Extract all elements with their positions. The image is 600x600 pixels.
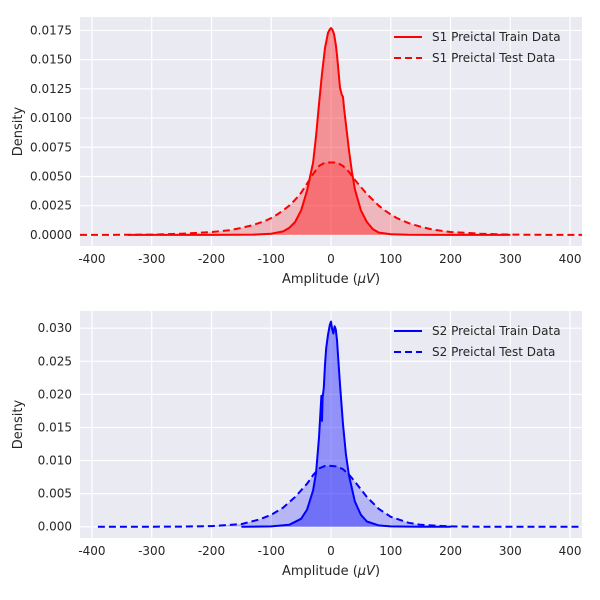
legend-label: S1 Preictal Test Data (432, 51, 555, 65)
train-density-line (241, 320, 451, 528)
top-x-tick-label: 0 (327, 252, 335, 266)
bottom-legend: S2 Preictal Train Data S2 Preictal Test D… (394, 324, 561, 359)
bottom-y-axis-label: Density (11, 399, 26, 449)
bottom-x-axis-label: Amplitude (μV) (282, 564, 380, 579)
bottom-x-tick-label: 0 (327, 544, 335, 558)
bottom-x-tick-label: 100 (379, 544, 402, 558)
top-density-lines (79, 27, 582, 236)
bottom-x-tick-label: -100 (258, 544, 285, 558)
bottom-y-tick-labels: 0.000 0.005 0.010 0.015 0.020 0.025 0.030 (38, 321, 72, 534)
bottom-x-tick-label: 400 (559, 544, 582, 558)
bottom-x-tick-label: -300 (138, 544, 165, 558)
test-density-fill (80, 162, 582, 235)
top-y-tick-label: 0.0100 (30, 111, 72, 125)
bottom-x-tick-label: -400 (78, 544, 105, 558)
top-x-tick-label: -400 (78, 252, 105, 266)
top-x-tick-label: -200 (198, 252, 225, 266)
bottom-x-tick-label: 200 (439, 544, 462, 558)
top-x-tick-labels: -400 -300 -200 -100 0 100 200 300 400 (78, 252, 581, 266)
bottom-y-tick-label: 0.010 (38, 454, 72, 468)
bottom-y-tick-label: 0.015 (38, 420, 72, 434)
bottom-y-tick-label: 0.025 (38, 354, 72, 368)
bottom-x-tick-labels: -400 -300 -200 -100 0 100 200 300 400 (78, 544, 581, 558)
top-y-axis-label: Density (11, 106, 26, 156)
top-legend: S1 Preictal Train Data S1 Preictal Test D… (394, 30, 561, 65)
top-x-tick-label: 300 (499, 252, 522, 266)
top-y-tick-label: 0.0125 (30, 82, 72, 96)
top-y-tick-label: 0.0050 (30, 169, 72, 183)
top-y-tick-label: 0.0175 (30, 23, 72, 37)
bottom-y-tick-label: 0.030 (38, 321, 72, 335)
bottom-chart-s2: -400 -300 -200 -100 0 100 200 300 400 0.000 0.005… (11, 311, 583, 579)
top-y-tick-label: 0.0000 (30, 228, 72, 242)
top-y-tick-label: 0.0025 (30, 199, 72, 213)
train-density-line (127, 27, 511, 236)
bottom-x-tick-label: 300 (499, 544, 522, 558)
top-x-tick-label: -300 (138, 252, 165, 266)
top-y-tick-labels: 0.0000 0.0025 0.0050 0.0075 0.0100 0.0125 0.01… (30, 23, 72, 241)
top-x-axis-label: Amplitude (μV) (282, 272, 380, 287)
top-x-tick-label: 100 (379, 252, 402, 266)
bottom-x-tick-label: -200 (198, 544, 225, 558)
train-density-fill (127, 28, 511, 235)
train-density-fill (241, 321, 451, 527)
legend-label: S2 Preictal Train Data (432, 324, 561, 338)
top-chart-s1: -400 -300 -200 -100 0 100 200 300 400 0.00000.00… (11, 17, 582, 287)
bottom-density-lines (97, 320, 582, 528)
bottom-y-tick-label: 0.005 (38, 487, 72, 501)
top-x-tick-label: 400 (559, 252, 582, 266)
test-density-line (79, 161, 582, 236)
bottom-density-fills (97, 321, 583, 527)
test-density-line (97, 464, 582, 528)
test-density-fill (97, 465, 583, 527)
top-density-fills (80, 28, 582, 235)
top-y-tick-label: 0.0150 (30, 53, 72, 67)
top-x-tick-label: 200 (439, 252, 462, 266)
bottom-y-tick-label: 0.000 (38, 520, 72, 534)
bottom-y-tick-label: 0.020 (38, 387, 72, 401)
legend-label: S2 Preictal Test Data (432, 345, 555, 359)
legend-label: S1 Preictal Train Data (432, 30, 561, 44)
top-x-tick-label: -100 (258, 252, 285, 266)
top-y-tick-label: 0.0075 (30, 140, 72, 154)
